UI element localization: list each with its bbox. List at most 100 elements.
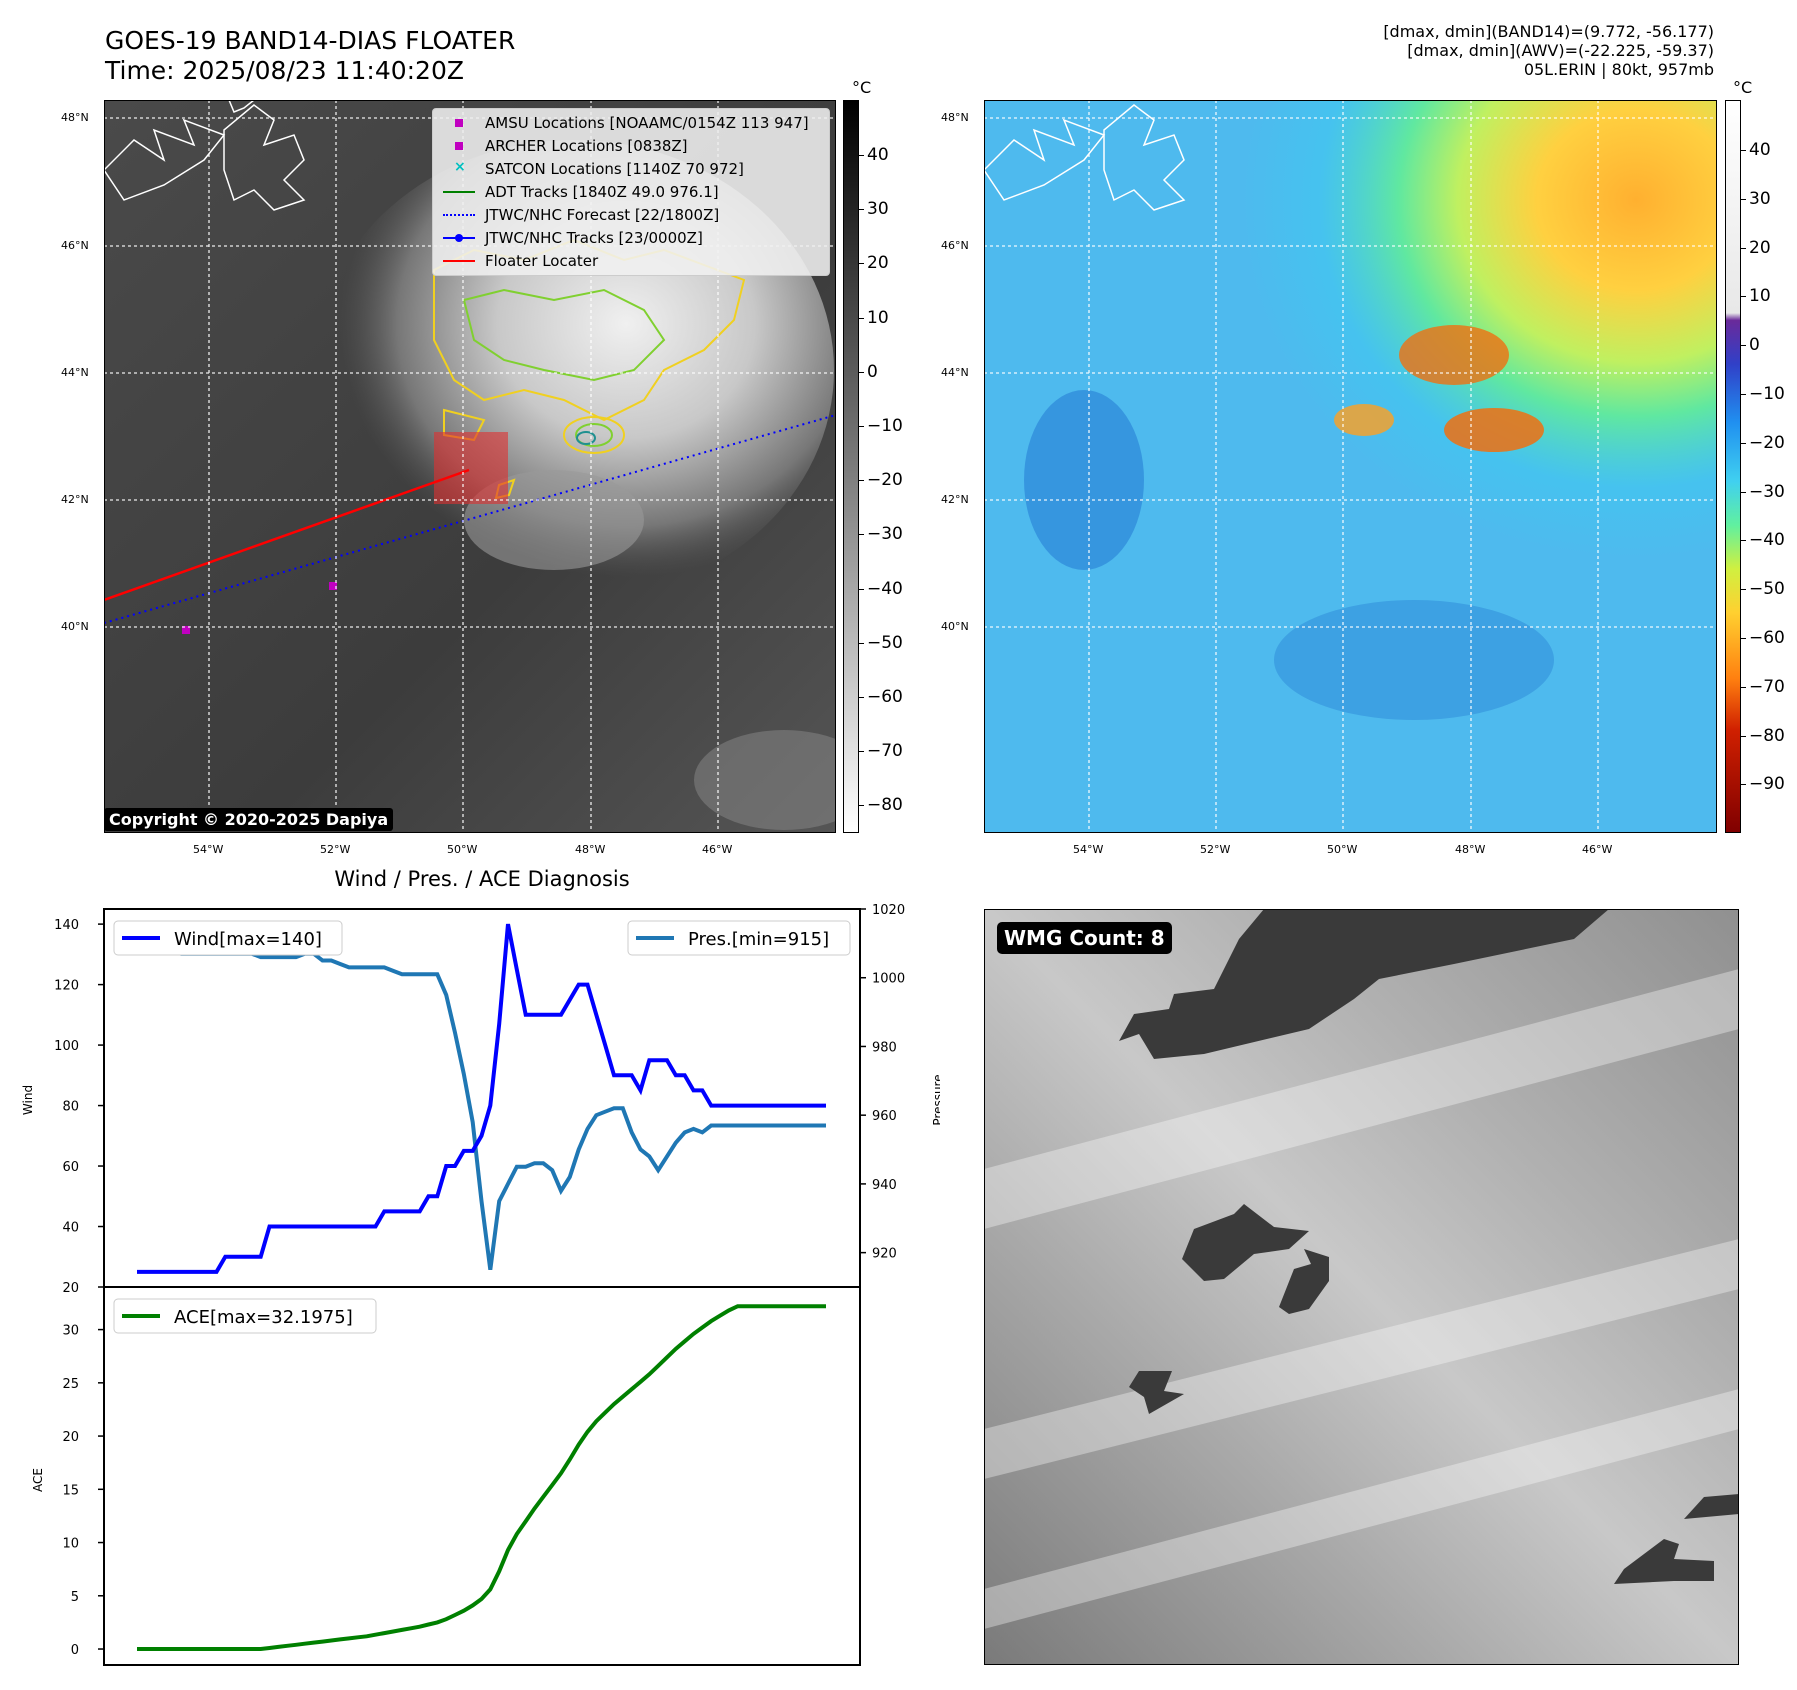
ir-colorbar-unit: °C bbox=[852, 78, 872, 97]
lat-label: 46°N bbox=[941, 239, 969, 252]
ace-tick-label: 5 bbox=[71, 1590, 79, 1605]
legend-label: ADT Tracks [1840Z 49.0 976.1] bbox=[485, 183, 719, 201]
awv-satellite-map bbox=[984, 100, 1717, 833]
ir-colorbar-tick bbox=[858, 534, 864, 536]
awv-colorbar-tick-label: 10 bbox=[1749, 286, 1771, 307]
ir-legend-item: AMSU Locations [NOAAMC/0154Z 113 947] bbox=[441, 113, 809, 133]
floater-locater-track bbox=[104, 468, 470, 602]
ace-legend-label: ACE[max=32.1975] bbox=[174, 1307, 353, 1328]
awv-colorbar-tick bbox=[1740, 442, 1746, 444]
lat-label: 42°N bbox=[61, 493, 89, 506]
ir-colorbar-tick-label: −60 bbox=[867, 687, 903, 707]
legend-marker-icon bbox=[441, 185, 477, 199]
ir-colorbar-tick-label: −30 bbox=[867, 524, 903, 545]
lon-label: 52°W bbox=[1200, 843, 1231, 856]
info-line-3: 05L.ERIN | 80kt, 957mb bbox=[1523, 60, 1714, 79]
ace-axis-label: ACE bbox=[31, 1468, 45, 1492]
awv-colorbar bbox=[1725, 100, 1741, 833]
ir-colorbar-tick bbox=[858, 426, 864, 427]
wind-tick-label: 40 bbox=[62, 1221, 79, 1236]
ace-series-line bbox=[137, 1304, 826, 1651]
ace-tick-label: 25 bbox=[62, 1377, 79, 1392]
awv-colorbar-tick-label: −90 bbox=[1749, 774, 1785, 795]
lat-label: 48°N bbox=[941, 111, 969, 124]
legend-marker-icon bbox=[441, 254, 477, 268]
amsu-marker bbox=[182, 626, 190, 634]
archer-marker bbox=[329, 582, 337, 590]
ir-colorbar bbox=[843, 100, 859, 833]
awv-colorbar-tick bbox=[1740, 394, 1746, 395]
awv-colorbar-tick bbox=[1740, 540, 1746, 542]
lon-label: 50°W bbox=[1327, 843, 1358, 856]
ace-legend: ACE[max=32.1975] bbox=[113, 1298, 377, 1334]
lon-label: 46°W bbox=[1582, 843, 1613, 856]
lon-label: 52°W bbox=[320, 843, 351, 856]
wind-axis-label: Wind bbox=[21, 1085, 35, 1115]
ir-colorbar-tick bbox=[858, 155, 864, 156]
awv-colorbar-tick bbox=[1740, 491, 1746, 493]
ir-colorbar-tick-label: −40 bbox=[867, 578, 903, 599]
title-line-2: Time: 2025/08/23 11:40:20Z bbox=[105, 56, 464, 85]
legend-label: ARCHER Locations [0838Z] bbox=[485, 137, 688, 155]
ir-colorbar-tick bbox=[858, 805, 864, 807]
ir-legend-item: ARCHER Locations [0838Z] bbox=[441, 136, 688, 156]
ir-colorbar-tick-label: −70 bbox=[867, 741, 903, 762]
lat-label: 40°N bbox=[61, 620, 89, 633]
ace-tick-label: 20 bbox=[62, 1430, 79, 1445]
diagnosis-title: Wind / Pres. / ACE Diagnosis bbox=[334, 867, 630, 891]
ir-colorbar-tick-label: 40 bbox=[867, 145, 889, 165]
ir-colorbar-tick bbox=[858, 263, 864, 265]
ir-colorbar-tick bbox=[858, 751, 864, 753]
awv-colorbar-tick bbox=[1740, 247, 1746, 249]
lat-label: 44°N bbox=[61, 366, 89, 379]
ace-tick-label: 0 bbox=[71, 1643, 79, 1658]
legend-label: Floater Locater bbox=[485, 252, 599, 270]
ir-legend-item: × SATCON Locations [1140Z 70 972] bbox=[441, 159, 744, 179]
ir-colorbar-tick-label: 10 bbox=[867, 307, 889, 328]
lat-label: 40°N bbox=[941, 620, 969, 633]
pressure-tick-label: 980 bbox=[872, 1040, 897, 1055]
pressure-legend: Pres.[min=915] bbox=[627, 920, 851, 956]
ir-colorbar-tick bbox=[858, 588, 864, 590]
wind-tick-label: 20 bbox=[62, 1281, 79, 1296]
ir-colorbar-tick-label: −10 bbox=[867, 416, 903, 436]
awv-colorbar-tick-label: −10 bbox=[1749, 384, 1785, 404]
awv-colorbar-tick-label: −60 bbox=[1749, 628, 1785, 648]
info-line-2: [dmax, dmin](AWV)=(-22.225, -59.37) bbox=[1407, 41, 1714, 60]
awv-colorbar-tick bbox=[1740, 150, 1746, 151]
wind-legend-label: Wind[max=140] bbox=[174, 929, 322, 950]
wind-tick-label: 140 bbox=[54, 918, 79, 933]
lon-label: 54°W bbox=[193, 843, 224, 856]
lat-label: 44°N bbox=[941, 366, 969, 379]
ir-colorbar-tick-label: −50 bbox=[867, 632, 903, 653]
storm-info: [dmax, dmin](BAND14)=(9.772, -56.177) [d… bbox=[1383, 22, 1714, 79]
awv-colorbar-tick-label: 40 bbox=[1749, 140, 1771, 160]
forecast-track bbox=[104, 414, 836, 624]
pressure-tick-label: 1020 bbox=[872, 903, 905, 918]
lat-label: 48°N bbox=[61, 111, 89, 124]
ir-colorbar-tick bbox=[858, 209, 864, 211]
awv-colorbar-unit: °C bbox=[1733, 78, 1753, 97]
legend-marker-icon bbox=[441, 116, 477, 130]
awv-colorbar-tick-label: −70 bbox=[1749, 676, 1785, 697]
pressure-tick-label: 1000 bbox=[872, 972, 905, 987]
legend-label: SATCON Locations [1140Z 70 972] bbox=[485, 160, 744, 178]
awv-colorbar-tick bbox=[1740, 686, 1746, 688]
wmg-count-label: WMG Count: 8 bbox=[997, 922, 1172, 954]
legend-marker-icon bbox=[441, 231, 477, 245]
ir-colorbar-tick bbox=[858, 480, 864, 482]
copyright-label: Copyright © 2020-2025 Dapiya bbox=[104, 808, 394, 831]
ace-tick-label: 30 bbox=[62, 1324, 79, 1339]
ir-colorbar-tick bbox=[858, 697, 864, 698]
awv-colorbar-tick-label: −20 bbox=[1749, 432, 1785, 453]
awv-colorbar-tick-label: 30 bbox=[1749, 188, 1771, 209]
legend-marker-icon bbox=[441, 139, 477, 153]
pressure-axis-label: Pressure bbox=[931, 1074, 940, 1125]
awv-colorbar-tick-label: 0 bbox=[1749, 335, 1760, 356]
awv-colorbar-tick bbox=[1740, 589, 1746, 591]
wind-tick-label: 100 bbox=[54, 1039, 79, 1054]
ir-colorbar-tick-label: 20 bbox=[867, 253, 889, 274]
awv-colorbar-tick bbox=[1740, 638, 1746, 639]
pressure-tick-label: 940 bbox=[872, 1178, 897, 1193]
